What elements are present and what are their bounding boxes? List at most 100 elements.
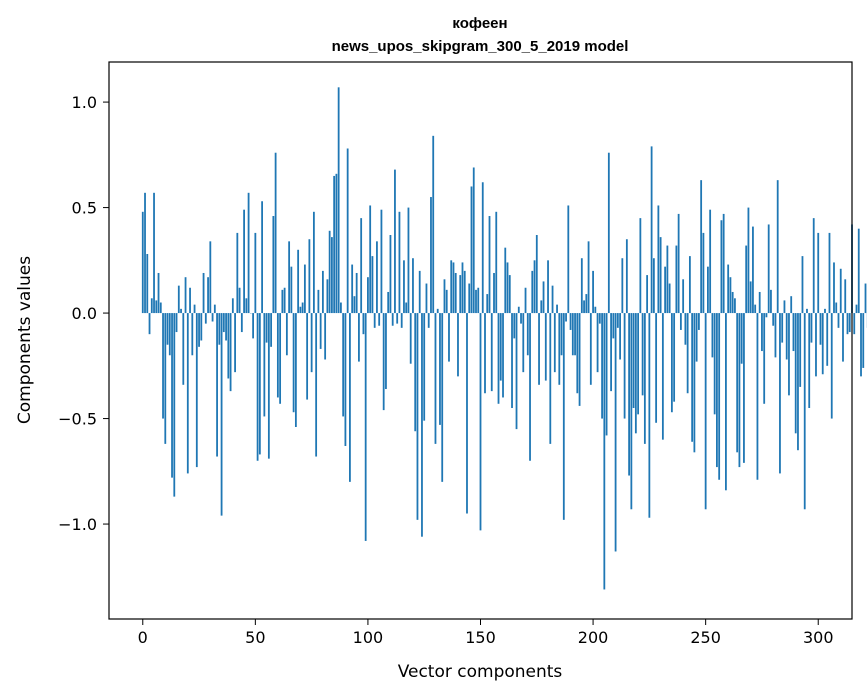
bar-132 <box>439 313 441 425</box>
bar-235 <box>670 313 673 413</box>
bar-294 <box>803 313 806 510</box>
bar-246 <box>695 313 698 362</box>
bar-114 <box>398 211 401 314</box>
bar-89 <box>342 313 345 417</box>
bar-60 <box>276 313 279 398</box>
bar-78 <box>317 289 320 314</box>
bar-236 <box>673 313 676 402</box>
bar-54 <box>263 313 266 417</box>
bar-88 <box>340 302 342 314</box>
bar-186 <box>560 313 563 356</box>
bar-185 <box>558 313 561 385</box>
bar-65 <box>288 241 291 314</box>
bar-218 <box>632 313 635 409</box>
bar-10 <box>164 313 167 444</box>
bar-192 <box>574 313 576 356</box>
bar-101 <box>369 205 372 314</box>
bar-103 <box>373 313 376 328</box>
bar-83 <box>328 230 331 314</box>
bar-166 <box>515 313 518 430</box>
bar-211 <box>616 313 619 328</box>
bar-120 <box>412 258 414 314</box>
bar-241 <box>684 313 687 345</box>
bar-112 <box>394 169 396 314</box>
bar-301 <box>819 313 822 345</box>
bar-191 <box>571 313 574 356</box>
bar-187 <box>562 313 565 520</box>
bar-36 <box>222 313 225 333</box>
bar-296 <box>808 313 811 409</box>
bar-93 <box>351 264 354 314</box>
bar-226 <box>650 146 653 314</box>
bar-77 <box>315 313 318 457</box>
bar-243 <box>688 256 691 314</box>
bar-316 <box>853 313 856 335</box>
bar-154 <box>488 216 491 314</box>
bar-227 <box>652 258 655 314</box>
bar-309 <box>837 313 840 328</box>
bar-253 <box>711 313 714 358</box>
bar-213 <box>621 258 624 314</box>
bar-210 <box>614 313 617 552</box>
bar-167 <box>517 306 520 314</box>
bar-183 <box>553 313 556 373</box>
bar-189 <box>567 205 570 314</box>
bar-50 <box>254 232 257 314</box>
bar-276 <box>763 313 766 404</box>
bar-21 <box>189 287 191 314</box>
bar-239 <box>679 313 682 330</box>
bar-300 <box>817 232 820 314</box>
bar-168 <box>520 313 522 324</box>
bar-277 <box>765 313 768 318</box>
bar-240 <box>682 279 685 314</box>
bar-266 <box>740 313 743 364</box>
bar-131 <box>436 308 439 314</box>
bar-157 <box>495 211 498 314</box>
bar-64 <box>285 313 288 356</box>
bar-90 <box>344 313 347 446</box>
bar-298 <box>812 218 815 314</box>
bar-181 <box>549 313 552 444</box>
bar-87 <box>337 87 340 314</box>
x-tick-label: 0 <box>138 628 148 647</box>
bar-244 <box>691 313 694 442</box>
bar-242 <box>686 313 689 394</box>
bar-198 <box>587 241 590 314</box>
bar-76 <box>312 211 315 314</box>
bar-39 <box>229 313 232 392</box>
bar-68 <box>294 313 297 427</box>
bar-45 <box>243 209 245 314</box>
bar-156 <box>493 272 495 314</box>
bar-259 <box>725 313 727 491</box>
bar-254 <box>713 313 716 415</box>
bar-141 <box>459 275 462 314</box>
bar-102 <box>371 256 374 314</box>
bar-269 <box>747 207 750 314</box>
bar-271 <box>752 226 754 314</box>
bar-233 <box>666 245 669 314</box>
bar-299 <box>815 313 817 377</box>
bar-99 <box>364 313 367 541</box>
bar-203 <box>598 313 601 324</box>
bar-17 <box>180 308 182 314</box>
bar-248 <box>700 180 703 314</box>
bar-180 <box>547 260 549 314</box>
bar-225 <box>648 313 651 518</box>
bar-18 <box>182 313 185 385</box>
bar-290 <box>794 313 797 434</box>
bar-279 <box>770 289 772 314</box>
bar-51 <box>256 313 259 461</box>
y-tick-label: 0.0 <box>72 304 97 323</box>
bar-27 <box>202 272 205 314</box>
bar-25 <box>198 313 200 347</box>
bar-38 <box>227 313 230 379</box>
bar-221 <box>639 218 642 314</box>
bar-256 <box>718 313 721 480</box>
bar-220 <box>637 313 640 415</box>
bar-208 <box>610 313 612 392</box>
bar-134 <box>443 279 446 314</box>
bar-57 <box>270 313 273 347</box>
bar-15 <box>175 313 178 333</box>
bar-263 <box>734 298 736 314</box>
